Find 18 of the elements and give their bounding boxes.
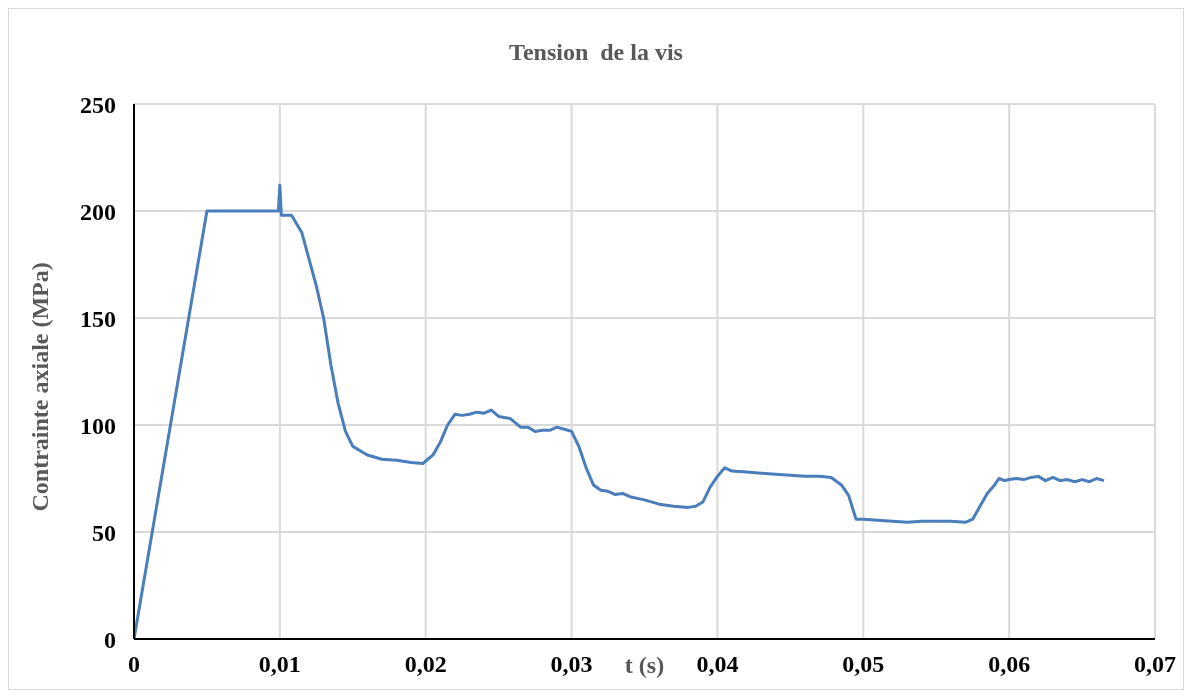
x-tick-label: 0,03	[550, 651, 593, 678]
line-series	[134, 183, 1106, 639]
x-tick-label: 0,01	[258, 651, 301, 678]
y-tick-label: 250	[80, 91, 116, 118]
x-axis-title: t (s)	[624, 652, 665, 678]
y-tick-label: 150	[80, 305, 116, 332]
y-tick-label: 50	[92, 519, 116, 546]
y-tick-label: 200	[80, 198, 116, 225]
x-tick-label: 0,06	[988, 651, 1031, 678]
y-axis-title: Contrainte axiale (MPa)	[26, 262, 53, 512]
x-tick-label: 0,07	[1134, 651, 1176, 678]
y-tick-label: 100	[80, 412, 116, 439]
x-tick-label: 0	[128, 651, 140, 678]
y-tick-label: 0	[104, 626, 116, 653]
x-tick-label: 0,02	[404, 651, 447, 678]
chart-title: Tension de la vis	[508, 39, 684, 66]
x-tick-label: 0,05	[842, 651, 885, 678]
x-tick-label: 0,04	[696, 651, 739, 678]
